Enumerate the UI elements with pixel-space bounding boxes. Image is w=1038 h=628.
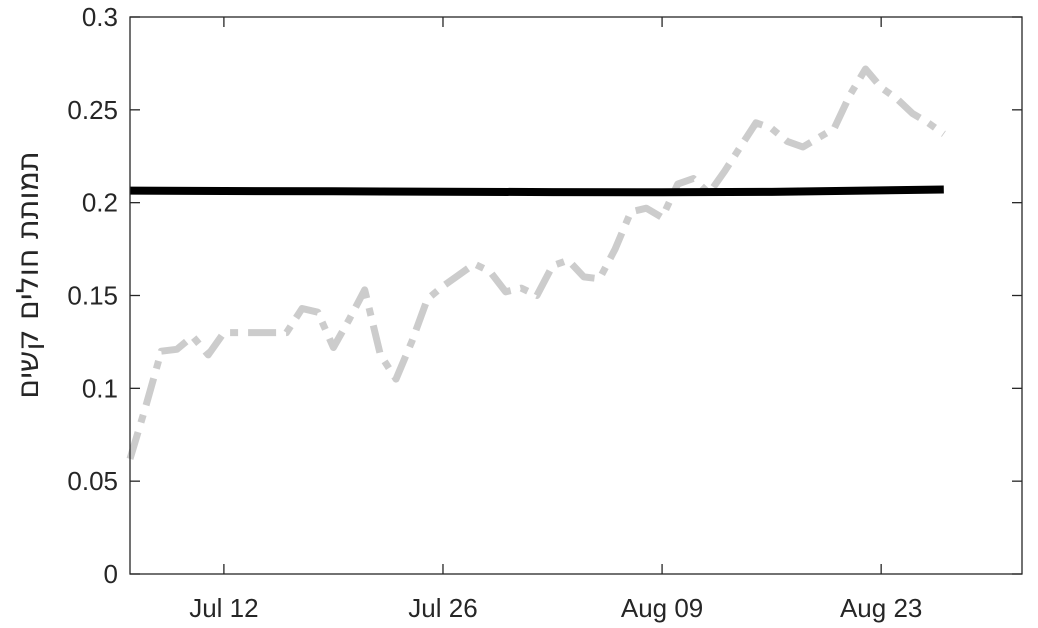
axes-layer: 0 0.05 0.1 0.15 0.2 0.25 0.3 Jul 12 Jul 26 Aug 09… xyxy=(67,2,1023,623)
series-1-line xyxy=(126,65,946,460)
y-tick-label: 0.15 xyxy=(67,281,118,311)
x-tick-label: Aug 09 xyxy=(621,593,703,623)
x-tick-label: Jul 26 xyxy=(408,593,477,623)
y-tick-label: 0.2 xyxy=(82,188,118,218)
plot-background xyxy=(130,17,1022,574)
x-tick-label: Jul 12 xyxy=(189,593,258,623)
y-tick-label: 0.05 xyxy=(67,466,118,496)
plot-area xyxy=(130,17,1022,574)
series-2-line xyxy=(129,185,944,197)
y-tick-label: 0.3 xyxy=(82,2,118,32)
y-tick-label: 0.1 xyxy=(82,373,118,403)
y-axis-title: תמותת חולים קשים xyxy=(11,151,46,398)
series-layer xyxy=(126,65,946,460)
x-tick-label: Aug 23 xyxy=(840,593,922,623)
y-tick-label: 0.25 xyxy=(67,95,118,125)
y-tick-label: 0 xyxy=(104,559,118,589)
